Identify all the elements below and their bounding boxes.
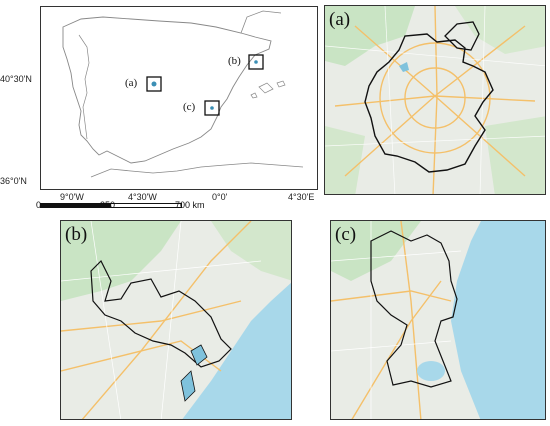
scale-label-350: 350 [100,200,116,210]
inset-box-c [204,100,220,116]
scale-label-700: 700 km [175,200,205,210]
overview-map-panel: (a) (b) (c) 40°30'N 36°0'N 9°0'W 4°30'W … [0,0,320,212]
overview-map-frame: (a) (b) (c) [40,6,318,190]
scale-bar [40,203,182,208]
lon-label-4-30w: 4°30'W [128,192,157,202]
iberia-outline [62,10,304,178]
panel-label-a: (a) [329,9,351,30]
inset-label-b: (b) [228,55,241,67]
inset-box-a [146,76,162,92]
map-panel-a: (a) [324,5,546,195]
inset-box-b [248,54,264,70]
map-panel-c: (c) [330,220,546,420]
inset-label-c: (c) [183,101,196,113]
lat-label-south: 36°0'N [0,176,27,186]
panel-label-b: (b) [65,224,88,245]
panel-label-c: (c) [335,224,357,245]
lon-label-9w: 9°0'W [60,192,84,202]
lon-label-0: 0°0' [212,192,228,202]
map-panel-b: (b) [60,220,292,420]
scale-label-0: 0 [36,200,42,210]
lat-label-north: 40°30'N [0,74,32,84]
inset-label-a: (a) [125,77,138,89]
lon-label-4-30e: 4°30'E [288,192,315,202]
